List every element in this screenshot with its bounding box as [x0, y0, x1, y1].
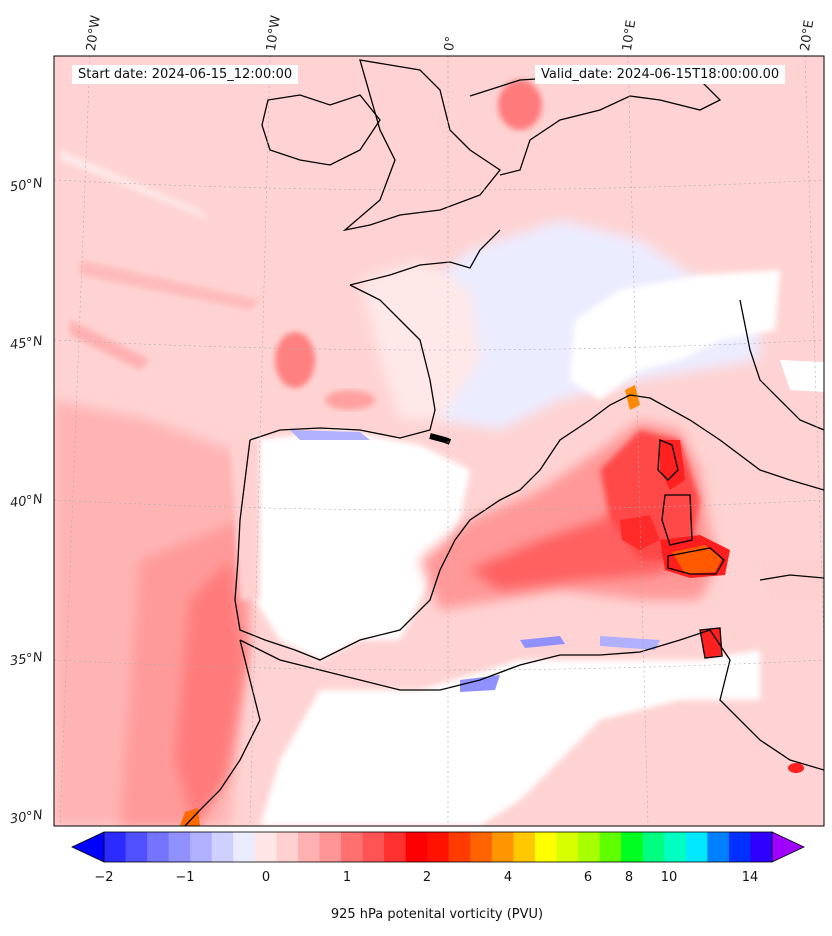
colorbar-cell [707, 832, 730, 862]
valid-date-label: Valid_date: 2024-06-15T18:00:00.00 [535, 65, 786, 84]
colorbar-cell [384, 832, 407, 862]
colorbar-cell [556, 832, 579, 862]
pv-field [54, 56, 824, 826]
colorbar-cell [578, 832, 601, 862]
colorbar-tick-label: 10 [660, 870, 678, 885]
colorbar-cell [168, 832, 191, 862]
colorbar-tick-label: 6 [583, 870, 593, 885]
colorbar-cell [513, 832, 536, 862]
colorbar-tick-label: −2 [94, 870, 114, 885]
colorbar [71, 831, 805, 863]
colorbar-cell [233, 832, 256, 862]
colorbar-cell [599, 832, 622, 862]
graticule [54, 56, 824, 826]
colorbar-cell [104, 832, 127, 862]
start-date-label: Start date: 2024-06-15_12:00:00 [72, 65, 299, 84]
colorbar-cell [448, 832, 471, 862]
colorbar-cell [427, 832, 450, 862]
colorbar-cell [276, 832, 299, 862]
colorbar-cell [190, 832, 213, 862]
colorbar-cell [254, 832, 277, 862]
colorbar-cell [125, 832, 148, 862]
colorbar-cell [491, 832, 514, 862]
colorbar-tick-label: 1 [342, 870, 352, 885]
colorbar-cell [470, 832, 493, 862]
colorbar-cell [728, 832, 751, 862]
colorbar-cell [319, 832, 342, 862]
colorbar-cell [147, 832, 170, 862]
colorbar-tick-label: 2 [422, 870, 432, 885]
colorbar-cell [534, 832, 558, 862]
colorbar-cell [297, 832, 320, 862]
colorbar-cell [405, 832, 428, 862]
coastlines [184, 59, 824, 826]
colorbar-cell [621, 832, 644, 862]
colorbar-title: 925 hPa potenital vorticity (PVU) [330, 907, 544, 922]
colorbar-min-arrow [71, 831, 105, 863]
colorbar-cell [362, 832, 385, 862]
colorbar-cell [341, 832, 364, 862]
lon-label-0: 0° [442, 35, 459, 53]
map-frame [53, 55, 825, 827]
colorbar-cell [211, 832, 234, 862]
colorbar-cell [685, 832, 708, 862]
colorbar-tick-label: 14 [741, 870, 759, 885]
colorbar-max-arrow [771, 831, 805, 863]
colorbar-tick-label: 0 [261, 870, 271, 885]
colorbar-tick-label: 8 [624, 870, 634, 885]
colorbar-tick-label: −1 [175, 870, 195, 885]
colorbar-cell [664, 832, 687, 862]
colorbar-tick-label: 4 [503, 870, 513, 885]
colorbar-cell [642, 832, 665, 862]
colorbar-cell [750, 832, 773, 862]
